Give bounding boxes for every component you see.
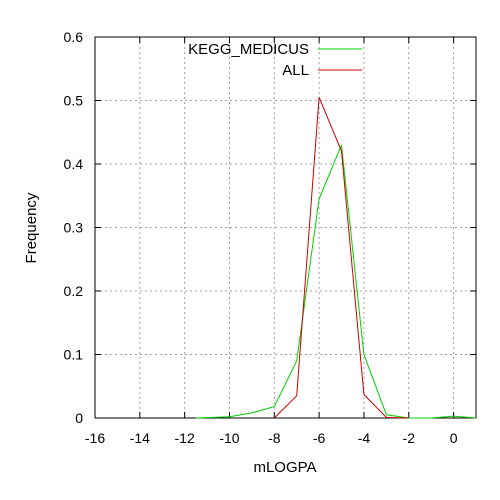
x-axis-title: mLOGPA [253, 459, 316, 476]
y-tick-label: 0.4 [64, 156, 84, 172]
legend-label-all: ALL [282, 62, 309, 79]
x-tick-label: -10 [219, 430, 239, 446]
y-tick-label: 0 [75, 410, 83, 426]
grid-lines [95, 37, 476, 418]
x-tick-label: -12 [175, 430, 195, 446]
y-tick-label: 0.6 [64, 29, 84, 45]
y-tick-labels: 0 0.1 0.2 0.3 0.4 0.5 0.6 [64, 29, 84, 426]
x-tick-label: -6 [313, 430, 326, 446]
y-tick-label: 0.1 [64, 347, 84, 363]
y-axis-title: Frequency [23, 192, 40, 263]
x-tick-label: -14 [130, 430, 150, 446]
x-tick-labels: -16 -14 -12 -10 -8 -6 -4 -2 0 [85, 430, 458, 446]
axis-ticks [94, 36, 476, 419]
y-tick-label: 0.5 [64, 93, 84, 109]
x-tick-label: -16 [85, 430, 105, 446]
series-line-kegg-medicus [195, 144, 477, 419]
x-tick-label: -4 [358, 430, 371, 446]
data-series [195, 97, 477, 419]
legend-label-kegg-medicus: KEGG_MEDICUS [188, 41, 309, 58]
series-line-all [273, 97, 409, 419]
x-tick-label: 0 [450, 430, 458, 446]
x-tick-label: -8 [268, 430, 281, 446]
y-tick-label: 0.3 [64, 220, 84, 236]
x-tick-label: -2 [403, 430, 416, 446]
legend: KEGG_MEDICUS ALL [188, 41, 362, 79]
y-tick-label: 0.2 [64, 283, 84, 299]
